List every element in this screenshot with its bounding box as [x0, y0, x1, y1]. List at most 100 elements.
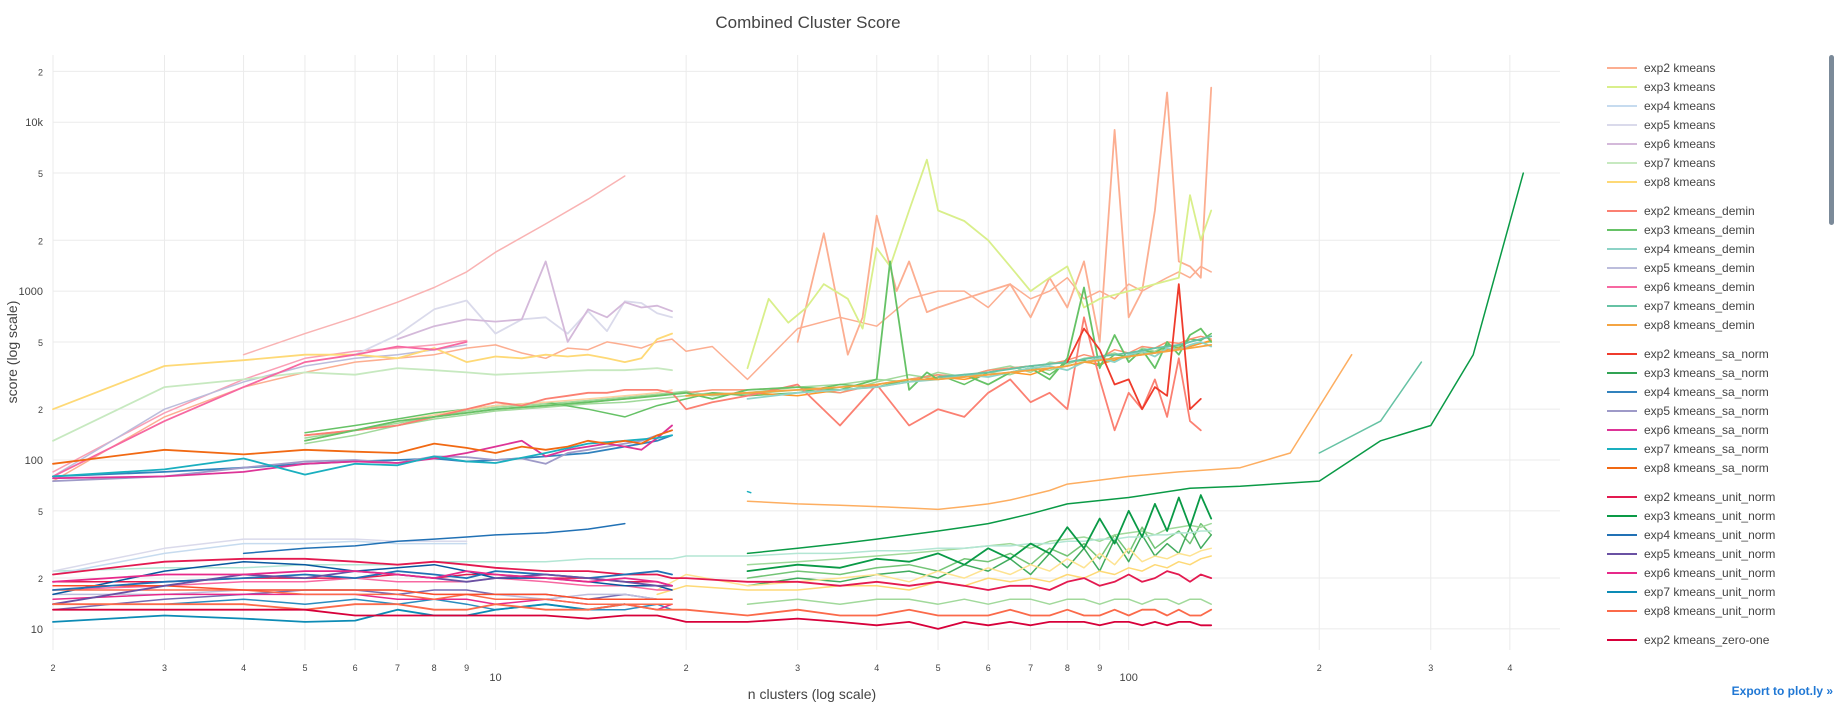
series-line-exp2-kmeans-sa-norm	[1066, 283, 1202, 411]
legend-label: exp8 kmeans_sa_norm	[1644, 461, 1769, 475]
series-line-exp8-kmeans-demin	[685, 343, 1213, 397]
legend-scrollbar[interactable]	[1829, 55, 1834, 225]
legend-item-exp2-kmeans-demin[interactable]: exp2 kmeans_demin	[1607, 204, 1755, 218]
x-axis-title: n clusters (log scale)	[748, 686, 876, 702]
x-tick-label: 2	[1317, 663, 1322, 673]
legend-label: exp3 kmeans	[1644, 80, 1715, 94]
legend-item-exp8-kmeans-demin[interactable]: exp8 kmeans_demin	[1607, 318, 1755, 332]
x-tick-label: 8	[1065, 663, 1070, 673]
legend-item-exp2-kmeans-zero-one[interactable]: exp2 kmeans_zero-one	[1607, 633, 1770, 647]
series-line	[52, 530, 1212, 572]
series-line	[52, 598, 673, 611]
series-line	[242, 175, 626, 356]
series-line-exp5-kmeans	[354, 299, 673, 356]
legend-item-exp4-kmeans-demin[interactable]: exp4 kmeans_demin	[1607, 242, 1755, 256]
x-tick-label: 6	[986, 663, 991, 673]
legend-item-exp5-kmeans-demin[interactable]: exp5 kmeans_demin	[1607, 261, 1755, 275]
legend-label: exp3 kmeans_unit_norm	[1644, 509, 1775, 523]
series-line-exp6-kmeans-demin	[52, 340, 468, 478]
x-tick-label: 3	[1428, 663, 1433, 673]
legend-item-exp6-kmeans-sa-norm[interactable]: exp6 kmeans_sa_norm	[1607, 423, 1769, 437]
series-line	[52, 339, 468, 473]
legend-label: exp5 kmeans_demin	[1644, 261, 1755, 275]
x-tick-label: 4	[241, 663, 246, 673]
legend-item-exp7-kmeans-demin[interactable]: exp7 kmeans_demin	[1607, 299, 1755, 313]
series-line	[746, 353, 1353, 511]
legend-item-exp3-kmeans[interactable]: exp3 kmeans	[1607, 80, 1715, 94]
x-tick-label: 5	[936, 663, 941, 673]
legend-item-exp7-kmeans-unit-norm[interactable]: exp7 kmeans_unit_norm	[1607, 585, 1775, 599]
legend-label: exp3 kmeans_sa_norm	[1644, 366, 1769, 380]
legend-item-exp3-kmeans-demin[interactable]: exp3 kmeans_demin	[1607, 223, 1755, 237]
legend-item-exp8-kmeans-unit-norm[interactable]: exp8 kmeans_unit_norm	[1607, 604, 1775, 618]
legend-label: exp6 kmeans	[1644, 137, 1715, 151]
x-tick-label: 3	[162, 663, 167, 673]
x-tick-label: 2	[684, 663, 689, 673]
legend-item-exp3-kmeans-sa-norm[interactable]: exp3 kmeans_sa_norm	[1607, 366, 1769, 380]
x-tick-label: 10	[489, 672, 501, 684]
chart-title: Combined Cluster Score	[715, 13, 900, 32]
legend-label: exp2 kmeans_sa_norm	[1644, 347, 1769, 361]
series-line	[52, 265, 1212, 482]
series-line	[52, 589, 673, 605]
legend-label: exp2 kmeans_zero-one	[1644, 633, 1770, 647]
series-line-exp4-kmeans-demin	[746, 340, 1213, 400]
y-tick-label: 2	[38, 67, 43, 77]
series-line-exp2-kmeans-demin	[304, 316, 1202, 437]
legend-item-exp2-kmeans[interactable]: exp2 kmeans	[1607, 61, 1715, 75]
legend-label: exp4 kmeans	[1644, 99, 1715, 113]
x-tick-label: 9	[1097, 663, 1102, 673]
legend: exp2 kmeans exp3 kmeans exp4 kmeans exp5 km…	[1607, 61, 1775, 647]
y-tick-label: 10	[31, 624, 43, 636]
x-tick-label: 4	[1507, 663, 1512, 673]
series-line-exp7-kmeans-demin	[937, 335, 1213, 378]
series-line	[52, 538, 468, 572]
series-line	[746, 522, 1212, 566]
legend-label: exp2 kmeans_unit_norm	[1644, 490, 1775, 504]
legend-label: exp2 kmeans	[1644, 61, 1715, 75]
series-line-exp4-kmeans-unit-norm	[52, 570, 673, 591]
legend-item-exp5-kmeans-unit-norm[interactable]: exp5 kmeans_unit_norm	[1607, 547, 1775, 561]
x-tick-label: 7	[1028, 663, 1033, 673]
series-line-exp2-kmeans-unit-norm	[52, 557, 1213, 591]
grid	[52, 55, 1560, 650]
series-line-exp7-kmeans-sa-norm	[52, 434, 673, 478]
legend-item-exp5-kmeans-sa-norm[interactable]: exp5 kmeans_sa_norm	[1607, 404, 1769, 418]
legend-label: exp8 kmeans_unit_norm	[1644, 604, 1775, 618]
series-line	[52, 593, 673, 611]
legend-label: exp4 kmeans_demin	[1644, 242, 1755, 256]
legend-label: exp3 kmeans_demin	[1644, 223, 1755, 237]
legend-label: exp4 kmeans_sa_norm	[1644, 385, 1769, 399]
legend-label: exp4 kmeans_unit_norm	[1644, 528, 1775, 542]
legend-item-exp4-kmeans[interactable]: exp4 kmeans	[1607, 99, 1715, 113]
x-tick-label: 100	[1120, 672, 1138, 684]
y-tick-label: 2	[38, 236, 43, 246]
y-tick-label: 5	[38, 338, 43, 348]
series-line-exp6-kmeans-sa-norm	[52, 424, 673, 480]
legend-item-exp5-kmeans[interactable]: exp5 kmeans	[1607, 118, 1715, 132]
series-line-exp8-kmeans	[52, 332, 673, 411]
legend-label: exp5 kmeans_sa_norm	[1644, 404, 1769, 418]
legend-item-exp8-kmeans-sa-norm[interactable]: exp8 kmeans_sa_norm	[1607, 461, 1769, 475]
y-tick-label: 100	[25, 455, 43, 467]
legend-label: exp6 kmeans_unit_norm	[1644, 566, 1775, 580]
legend-item-exp7-kmeans[interactable]: exp7 kmeans	[1607, 156, 1715, 170]
legend-label: exp5 kmeans_unit_norm	[1644, 547, 1775, 561]
legend-item-exp6-kmeans[interactable]: exp6 kmeans	[1607, 137, 1715, 151]
x-axis-ticks: 2 3 4 5 6 7 8 9 10 2 3 4 5 6 7 8 9 100 2 3 4	[50, 663, 1512, 684]
legend-item-exp4-kmeans-sa-norm[interactable]: exp4 kmeans_sa_norm	[1607, 385, 1769, 399]
y-tick-label: 5	[38, 507, 43, 517]
legend-label: exp6 kmeans_demin	[1644, 280, 1755, 294]
legend-item-exp6-kmeans-unit-norm[interactable]: exp6 kmeans_unit_norm	[1607, 566, 1775, 580]
legend-item-exp4-kmeans-unit-norm[interactable]: exp4 kmeans_unit_norm	[1607, 528, 1775, 542]
legend-item-exp2-kmeans-sa-norm[interactable]: exp2 kmeans_sa_norm	[1607, 347, 1769, 361]
series-line-exp7-kmeans-unit-norm	[52, 603, 626, 623]
export-to-plotly-link[interactable]: Export to plot.ly »	[1731, 684, 1833, 698]
legend-item-exp2-kmeans-unit-norm[interactable]: exp2 kmeans_unit_norm	[1607, 490, 1775, 504]
legend-item-exp6-kmeans-demin[interactable]: exp6 kmeans_demin	[1607, 280, 1755, 294]
legend-item-exp3-kmeans-unit-norm[interactable]: exp3 kmeans_unit_norm	[1607, 509, 1775, 523]
legend-item-exp7-kmeans-sa-norm[interactable]: exp7 kmeans_sa_norm	[1607, 442, 1769, 456]
x-tick-label: 7	[395, 663, 400, 673]
legend-item-exp8-kmeans[interactable]: exp8 kmeans	[1607, 175, 1715, 189]
series-line-exp6-kmeans	[396, 260, 673, 343]
